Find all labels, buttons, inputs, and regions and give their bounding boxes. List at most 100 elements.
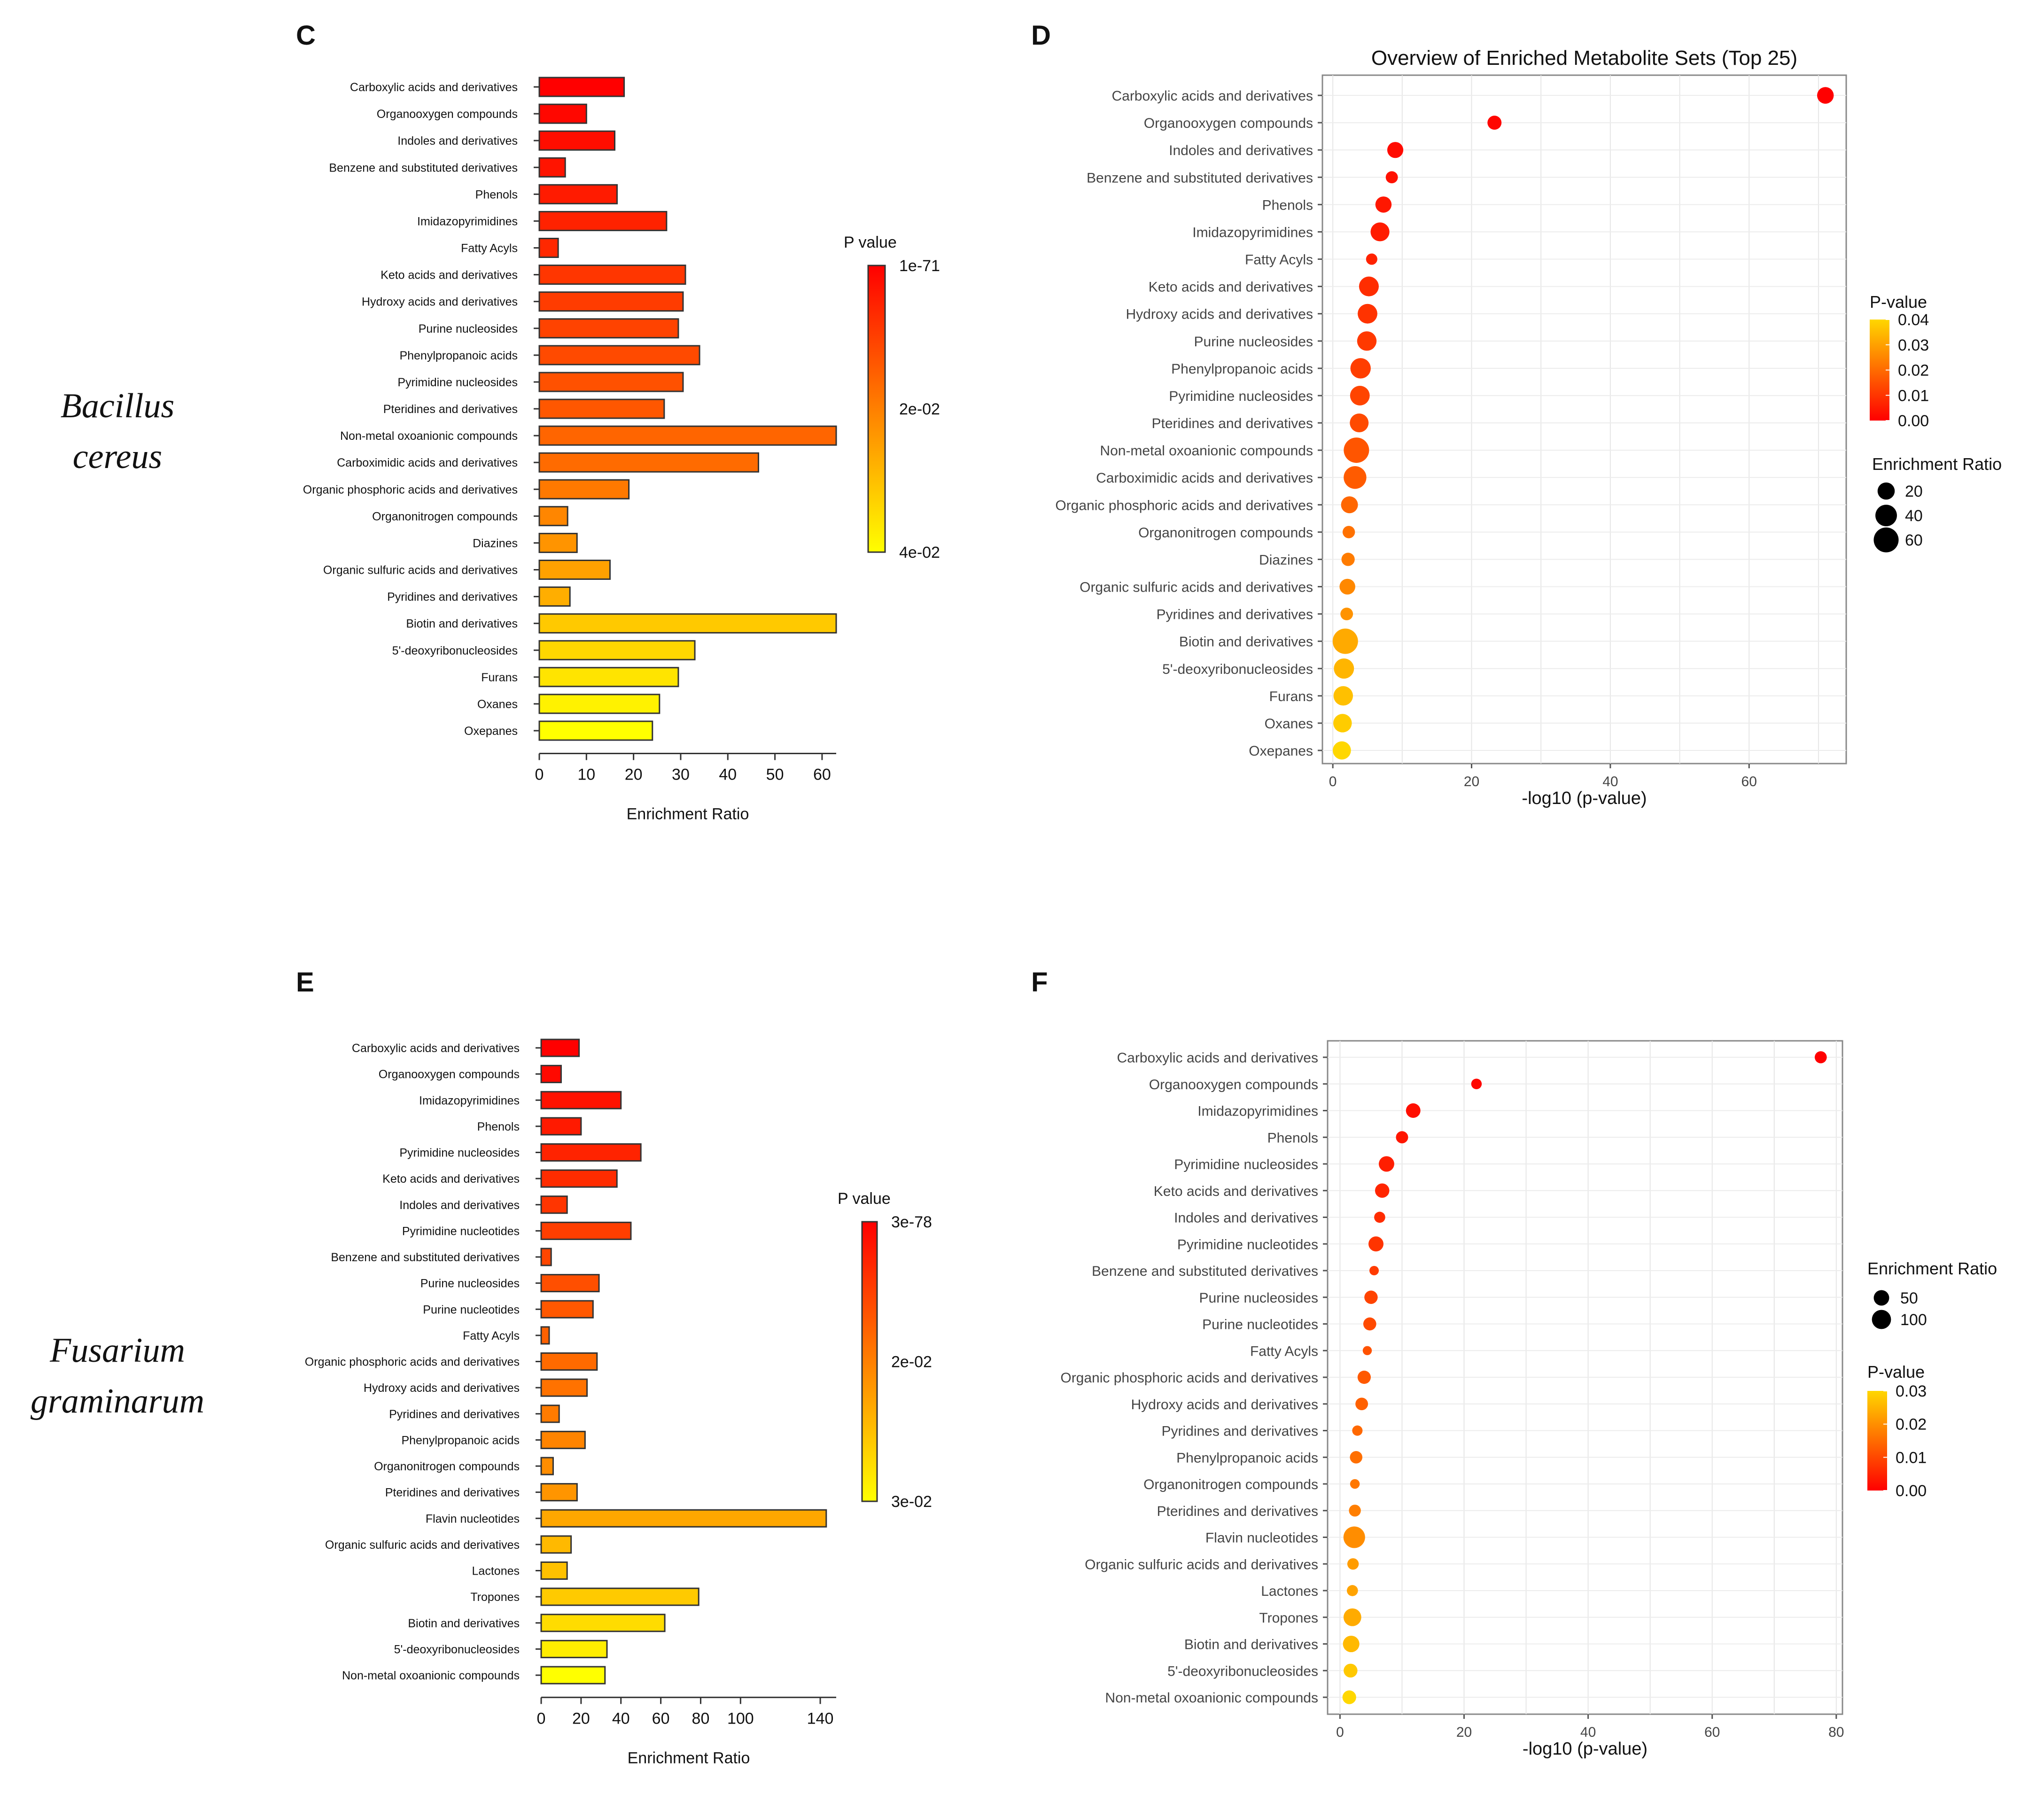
data-point [1363,1317,1376,1331]
data-point [1333,741,1351,760]
category-label: Pyridines and derivatives [387,591,518,604]
category-label: Tropones [1259,1610,1318,1626]
bar [540,1561,568,1580]
bar [538,77,625,97]
colorbar-tick-label: 1e-71 [899,257,940,275]
data-point [1332,628,1358,654]
category-label: Oxanes [477,698,518,711]
category-label: Benzene and substituted derivatives [1092,1264,1318,1279]
organism-genus: Fusarium [50,1331,185,1370]
data-point [1814,1051,1827,1063]
legend-size-label: 20 [1905,483,1923,500]
data-point [1817,87,1834,104]
category-label: Organic sulfuric acids and derivatives [323,564,518,577]
category-label: Pyrimidine nucleosides [399,1147,520,1160]
data-point [1370,222,1390,242]
category-label: Non-metal oxoanionic compounds [1105,1690,1318,1706]
bar [538,345,700,366]
legend-size-label: 50 [1900,1289,1918,1307]
category-label: Pyrimidine nucleotides [1177,1237,1318,1252]
x-tick-label: 80 [1828,1725,1844,1740]
x-tick-label: 100 [727,1709,754,1727]
data-point [1341,496,1358,514]
category-label: Flavin nucleotides [1205,1530,1318,1546]
category-label: Pteridines and derivatives [1151,416,1313,431]
data-point [1344,437,1369,463]
data-point [1347,1558,1359,1570]
legend-title-size: Enrichment Ratio [1872,454,2002,474]
data-point [1357,331,1377,351]
category-label: Purine nucleotides [1202,1317,1318,1333]
category-label: Benzene and substituted derivatives [329,161,518,174]
bar [540,1038,580,1057]
category-label: Purine nucleosides [419,322,518,336]
data-point [1334,658,1354,679]
category-label: Hydroxy acids and derivatives [1126,307,1313,322]
colorbar-tick-label: 2e-02 [899,400,940,418]
x-tick-label: 40 [719,766,737,784]
category-label: Pyridines and derivatives [389,1408,520,1421]
category-label: Carboxylic acids and derivatives [350,81,518,94]
x-axis-label: -log10 (p-value) [1523,1739,1648,1759]
data-point [1344,1663,1358,1678]
bar [540,1221,632,1240]
category-label: Pyrimidine nucleosides [1174,1157,1318,1172]
category-label: Lactones [1261,1584,1318,1599]
bar [538,586,571,607]
x-tick-label: 0 [535,766,544,784]
category-label: Imidazopyrimidines [417,215,518,228]
data-point [1366,253,1377,265]
category-label: Oxanes [1265,716,1313,732]
category-label: Keto acids and derivatives [381,269,518,282]
bar [540,1117,582,1136]
category-label: Hydroxy acids and derivatives [362,296,518,309]
category-label: Organic sulfuric acids and derivatives [1085,1557,1318,1572]
category-label: Organic phosphoric acids and derivatives [1060,1370,1318,1386]
x-tick-label: 20 [1456,1725,1472,1740]
category-label: Furans [1269,689,1313,704]
bar [540,1065,562,1084]
panel-letter: E [296,967,314,998]
data-point [1359,276,1379,297]
plot-panel [1321,74,1847,765]
legend-title-pvalue: P-value [1870,292,1927,312]
legend-size-label: 100 [1900,1311,1927,1329]
x-tick-label: 0 [1336,1725,1344,1740]
legend-colorbar [1867,1391,1887,1491]
legend-color-label: 0.01 [1896,1449,1927,1467]
bar [540,1300,594,1319]
bar [540,1614,666,1632]
bar [540,1639,608,1658]
category-label: Imidazopyrimidines [419,1094,520,1107]
category-label: Fatty Acyls [463,1329,520,1342]
x-tick-label: 80 [692,1709,710,1727]
bar [540,1352,598,1371]
category-label: Pteridines and derivatives [385,1486,520,1499]
legend-color-label: 0.02 [1898,362,1929,380]
x-tick-label: 50 [766,766,784,784]
bar [538,318,679,339]
data-point [1350,358,1371,379]
data-point [1375,1183,1390,1198]
data-point [1352,1425,1363,1436]
colorbar-tick-label: 4e-02 [899,544,940,562]
category-label: Benzene and substituted derivatives [331,1251,520,1264]
x-tick-label: 140 [807,1709,834,1727]
bar [540,1248,552,1266]
bar [538,291,684,312]
legend-title-pvalue: P-value [1867,1362,1925,1382]
x-tick-label: 60 [1741,774,1757,789]
data-point [1487,116,1502,130]
organism-label-bottom: Fusarium graminarum [5,1325,230,1427]
bar [540,1535,572,1554]
data-point [1343,1635,1360,1653]
x-axis-label: Enrichment Ratio [627,805,749,823]
category-label: Organonitrogen compounds [1138,525,1313,540]
category-label: Phenylpropanoic acids [1176,1450,1318,1466]
colorbar-title: P value [844,234,897,251]
category-label: Hydroxy acids and derivatives [364,1382,520,1395]
category-label: Indoles and derivatives [1174,1210,1318,1226]
data-point [1471,1078,1482,1089]
bar [540,1666,606,1685]
